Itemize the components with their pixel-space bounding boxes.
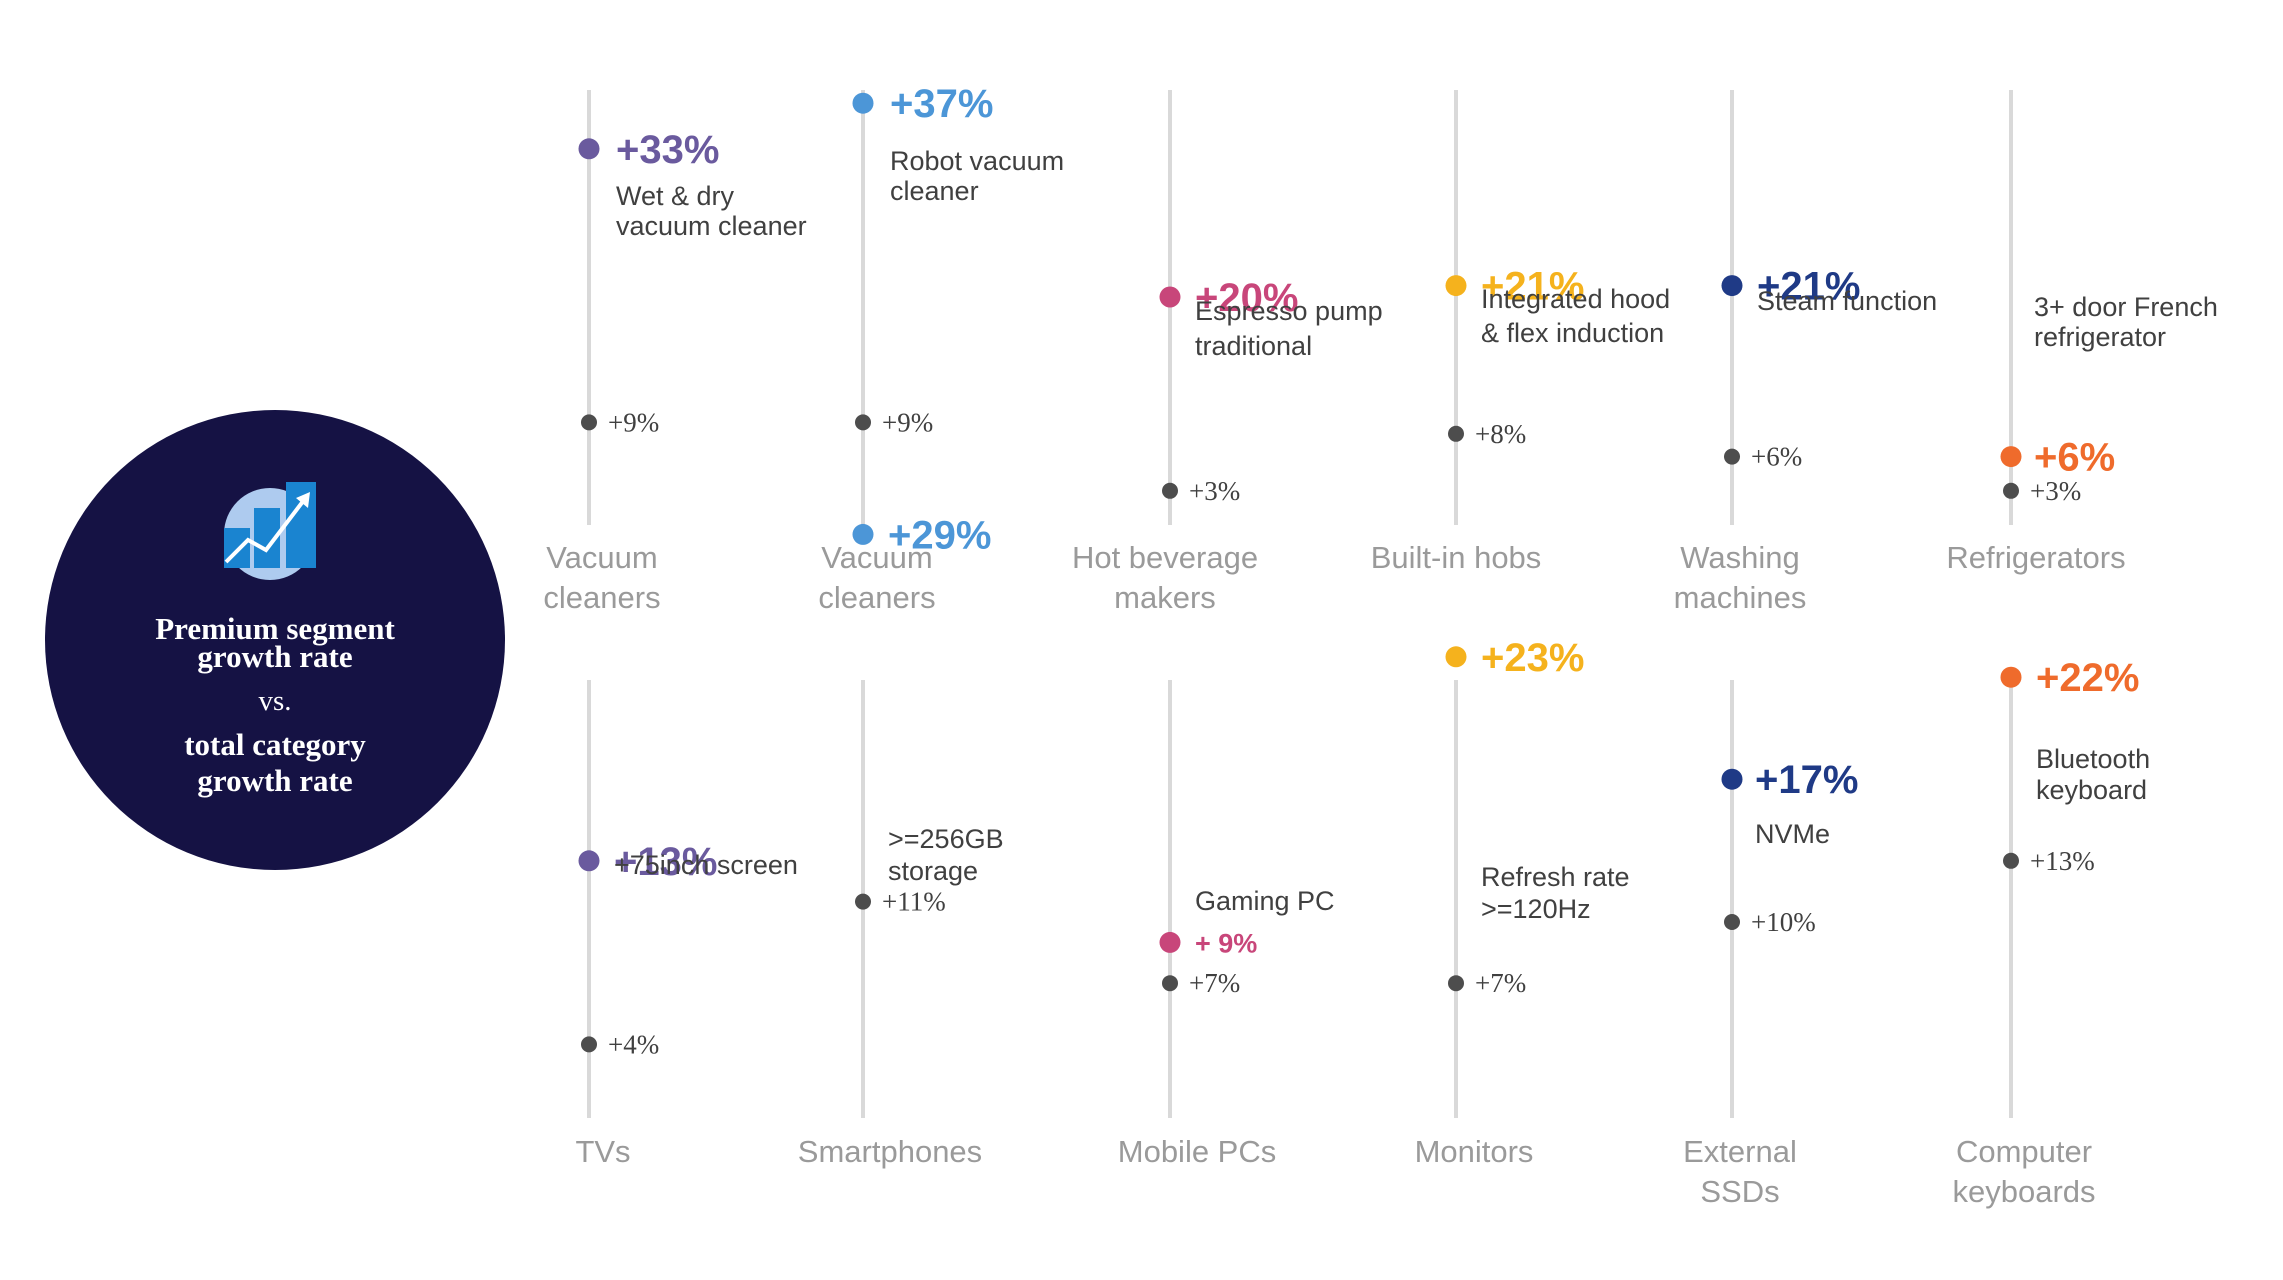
category-label: Refrigerators — [1946, 540, 2125, 575]
premium-growth-dot — [1721, 275, 1743, 297]
segment-label: 3+ door French refrigerator — [2034, 292, 2218, 352]
total-growth-dot — [855, 414, 871, 431]
category-label: Vacuum cleaners — [818, 540, 935, 615]
premium-growth-label: +21% — [1757, 265, 1860, 309]
premium-growth-dot — [578, 850, 600, 872]
category-label: Mobile PCs — [1118, 1134, 1277, 1169]
badge-line-1: Premium segment — [155, 611, 395, 646]
total-growth-dot — [855, 893, 871, 910]
total-growth-label: +7% — [1189, 968, 1240, 998]
category-label: Monitors — [1415, 1134, 1534, 1169]
category-label: Hot beverage makers — [1072, 540, 1258, 615]
category-label: Built-in hobs — [1371, 540, 1542, 575]
total-growth-dot — [2003, 482, 2019, 499]
premium-growth-label: +20% — [1195, 276, 1298, 320]
category-label: External SSDs — [1683, 1134, 1797, 1209]
total-growth-dot — [1724, 448, 1740, 465]
premium-growth-dot — [1159, 286, 1181, 308]
total-growth-dot — [581, 414, 597, 431]
premium-growth-dot — [2000, 446, 2022, 468]
total-growth-label: +13% — [2030, 846, 2095, 876]
bar-chart-trend-icon — [224, 482, 316, 580]
premium-growth-dot — [1445, 646, 1467, 668]
premium-growth-dot — [1721, 768, 1743, 790]
segment-label: >=256GB storage — [888, 824, 1004, 886]
category-label: TVs — [575, 1134, 630, 1169]
premium-growth-dot — [852, 523, 874, 545]
total-growth-label: +4% — [608, 1029, 659, 1059]
premium-growth-label: +29% — [888, 513, 991, 557]
total-growth-label: +9% — [608, 407, 659, 437]
premium-growth-label: +21% — [1481, 265, 1584, 309]
segment-label: Robot vacuum cleaner — [890, 146, 1064, 206]
badge-line-vs: vs. — [258, 685, 292, 717]
segment-label: +75inch screen — [614, 850, 798, 880]
category-label: Vacuum cleaners — [543, 540, 660, 615]
total-growth-label: +3% — [2030, 476, 2081, 506]
premium-growth-label: +6% — [2034, 436, 2115, 480]
total-growth-label: +8% — [1475, 419, 1526, 449]
premium-growth-label: +17% — [1755, 758, 1858, 802]
total-growth-dot — [1162, 975, 1178, 992]
premium-growth-dot — [1159, 931, 1181, 953]
category-label: Washing machines — [1674, 540, 1807, 615]
total-growth-label: +7% — [1475, 968, 1526, 998]
total-growth-dot — [581, 1036, 597, 1053]
badge-line-2: growth rate — [197, 639, 353, 674]
premium-vs-total-badge: Premium segment growth rate vs. total ca… — [45, 410, 505, 870]
total-growth-dot — [1448, 975, 1464, 992]
total-growth-dot — [2003, 852, 2019, 869]
premium-growth-label: + 9% — [1195, 928, 1257, 958]
premium-growth-label: +33% — [616, 128, 719, 172]
segment-label: Refresh rate >=120Hz — [1481, 862, 1630, 924]
segment-label: Integrated hood & flex induction — [1481, 284, 1670, 348]
total-growth-dot — [1724, 914, 1740, 930]
total-growth-label: +11% — [882, 887, 946, 917]
premium-growth-dot — [578, 138, 600, 160]
category-label: Computer keyboards — [1952, 1134, 2095, 1209]
total-growth-label: +6% — [1751, 442, 1802, 472]
total-growth-dot — [1162, 482, 1178, 499]
segment-label: Gaming PC — [1195, 886, 1335, 916]
premium-growth-label: +23% — [1481, 636, 1584, 680]
total-growth-dot — [1448, 425, 1464, 442]
premium-growth-dot — [1445, 275, 1467, 297]
total-growth-label: +10% — [1751, 907, 1816, 937]
premium-growth-dot — [2000, 666, 2022, 688]
segment-label: Espresso pump traditional — [1195, 296, 1383, 361]
segment-label: NVMe — [1755, 819, 1830, 849]
badge-line-5: growth rate — [197, 763, 353, 798]
segment-label: Bluetooth keyboard — [2036, 744, 2150, 805]
badge-line-4: total category — [184, 727, 366, 762]
premium-growth-label: +37% — [890, 82, 993, 126]
premium-growth-label: +22% — [2036, 656, 2139, 700]
premium-growth-dot — [852, 92, 874, 114]
segment-label: Wet & dry vacuum cleaner — [616, 181, 807, 241]
total-growth-label: +9% — [882, 407, 933, 437]
category-label: Smartphones — [798, 1134, 982, 1169]
total-growth-label: +3% — [1189, 476, 1240, 506]
premium-growth-label: +13% — [614, 840, 717, 884]
segment-label: Steam function — [1757, 286, 1937, 316]
